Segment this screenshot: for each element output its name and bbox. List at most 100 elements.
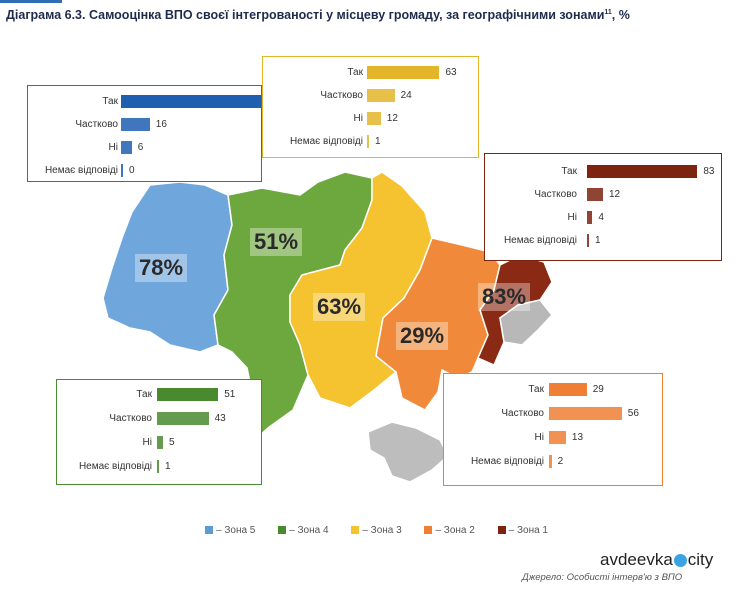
zone-3-row-no-answer: Немає відповіді 1 xyxy=(263,135,478,149)
zone-4-total: 51% xyxy=(250,228,303,256)
zone-4-row-partly: Частково 43 xyxy=(57,412,261,426)
zone-1-row-partly: Частково 12 xyxy=(485,188,721,202)
category-label: Немає відповіді xyxy=(470,456,544,467)
bar-value-label: 63 xyxy=(445,67,457,78)
bar-value-label: 1 xyxy=(165,461,171,472)
zone-1-row-no: Ні 4 xyxy=(485,211,721,225)
map-crimea xyxy=(367,421,449,483)
bar-value-label: 4 xyxy=(598,212,604,223)
category-label: Частково xyxy=(534,189,577,200)
zone-5-box: Так78 Частково 16 Ні 6 Немає відповіді 0 xyxy=(27,85,279,182)
watermark-logo: avdeevka city xyxy=(600,550,714,569)
zone-1-box: Так 83 Частково 12 Ні 4 Немає відповіді 1 xyxy=(484,153,722,261)
top-stripe xyxy=(0,0,62,3)
category-label: Так xyxy=(561,166,577,177)
bar-value-label: 12 xyxy=(386,113,398,124)
category-label: Немає відповіді xyxy=(44,165,118,176)
category-label: Так xyxy=(136,389,152,400)
bar xyxy=(549,407,622,420)
bar xyxy=(367,112,381,125)
zone-2-total: 29% xyxy=(396,322,449,350)
bar xyxy=(121,95,262,108)
bar xyxy=(367,89,395,102)
zone-5-row-partly: Частково 16 xyxy=(28,118,261,132)
zone-5-row-no: Ні 6 xyxy=(28,141,261,155)
bar-value-label: 1 xyxy=(595,235,601,246)
category-label: Так xyxy=(102,96,118,107)
zone-3-row-partly: Частково 24 xyxy=(263,89,478,103)
bar xyxy=(121,141,132,154)
legend: – Зона 5 – Зона 4 – Зона 3 – Зона 2 – Зо… xyxy=(205,525,568,536)
bar xyxy=(549,383,587,396)
category-label: Ні xyxy=(142,437,152,448)
bar-value-label: 2 xyxy=(557,456,564,467)
bar-value-label: 16 xyxy=(155,119,167,130)
bar xyxy=(157,412,209,425)
map-occupied-east xyxy=(499,299,553,346)
category-label: Так xyxy=(347,67,363,78)
category-label: Частково xyxy=(75,119,118,130)
zone-4-row-no-answer: Немає відповіді 1 xyxy=(57,460,261,474)
category-label: Немає відповіді xyxy=(78,461,152,472)
category-label: Ні xyxy=(567,212,577,223)
bar xyxy=(157,460,159,473)
bar-value-label: 5 xyxy=(169,437,175,448)
bar xyxy=(121,164,123,177)
bar-value-label: 56 xyxy=(627,408,639,419)
bar xyxy=(549,455,552,468)
bar-value-label: 43 xyxy=(214,413,226,424)
bar-value-label: 1 xyxy=(375,136,381,147)
zone-5-row-yes: Так78 xyxy=(28,95,279,109)
legend-item-zone-5: – Зона 5 xyxy=(205,525,255,536)
bar xyxy=(367,135,369,148)
bar xyxy=(587,188,603,201)
bar-value-label: 6 xyxy=(137,142,144,153)
bar xyxy=(549,431,566,444)
bar-value-label: 29 xyxy=(592,384,604,395)
zone-1-row-no-answer: Немає відповіді 1 xyxy=(485,234,721,248)
legend-item-zone-3: – Зона 3 xyxy=(351,525,402,536)
zone-4-row-no: Ні 5 xyxy=(57,436,261,450)
zone-2-row-yes: Так 29 xyxy=(444,383,662,397)
zone-3-row-no: Ні 12 xyxy=(263,112,478,126)
category-label: Так xyxy=(528,384,544,395)
category-label: Немає відповіді xyxy=(289,136,363,147)
bar xyxy=(587,211,593,224)
zone-5-row-no-answer: Немає відповіді 0 xyxy=(28,164,261,178)
category-label: Частково xyxy=(109,413,152,424)
zone-2-row-partly: Частково 56 xyxy=(444,407,662,421)
zone-2-row-no-answer: Немає відповіді 2 xyxy=(444,455,662,469)
legend-item-zone-4: – Зона 4 xyxy=(278,525,329,536)
zone-5-total: 78% xyxy=(135,254,188,282)
source-note: Джерело: Особисті інтерв'ю з ВПО xyxy=(522,572,683,583)
zone-2-row-no: Ні 13 xyxy=(444,431,662,445)
zone-4-row-yes: Так 51 xyxy=(57,388,261,402)
category-label: Ні xyxy=(534,432,544,443)
zone-3-total: 63% xyxy=(313,293,366,321)
zone-1-total: 83% xyxy=(478,283,531,311)
zone-3-row-yes: Так 63 xyxy=(263,66,478,80)
zone-3-box: Так 63 Частково 24 Ні 12 Немає відповіді 1 xyxy=(262,56,479,158)
bar xyxy=(157,388,219,401)
bar xyxy=(121,118,150,131)
bar xyxy=(587,234,589,247)
category-label: Частково xyxy=(501,408,544,419)
bar-value-label: 83 xyxy=(703,166,715,177)
bar-value-label: 13 xyxy=(571,432,584,443)
category-label: Частково xyxy=(320,90,363,101)
bar xyxy=(157,436,163,449)
map-zone-3 xyxy=(289,171,433,409)
category-label: Ні xyxy=(353,113,363,124)
zone-2-box: Так 29 Частково 56 Ні 13 Немає відповіді 2 xyxy=(443,373,663,486)
bar-value-label: 12 xyxy=(608,189,621,200)
bar-value-label: 24 xyxy=(400,90,412,101)
legend-item-zone-1: – Зона 1 xyxy=(497,525,548,536)
bar xyxy=(367,66,440,79)
zone-4-box: Так 51 Частково 43 Ні 5 Немає відповіді 1 xyxy=(56,379,262,485)
bar-value-label: 51 xyxy=(224,389,236,400)
zone-1-row-yes: Так 83 xyxy=(485,165,721,179)
bar xyxy=(587,165,698,178)
bar-value-label: 0 xyxy=(129,165,135,176)
legend-item-zone-2: – Зона 2 xyxy=(424,525,475,536)
category-label: Немає відповіді xyxy=(503,235,577,246)
